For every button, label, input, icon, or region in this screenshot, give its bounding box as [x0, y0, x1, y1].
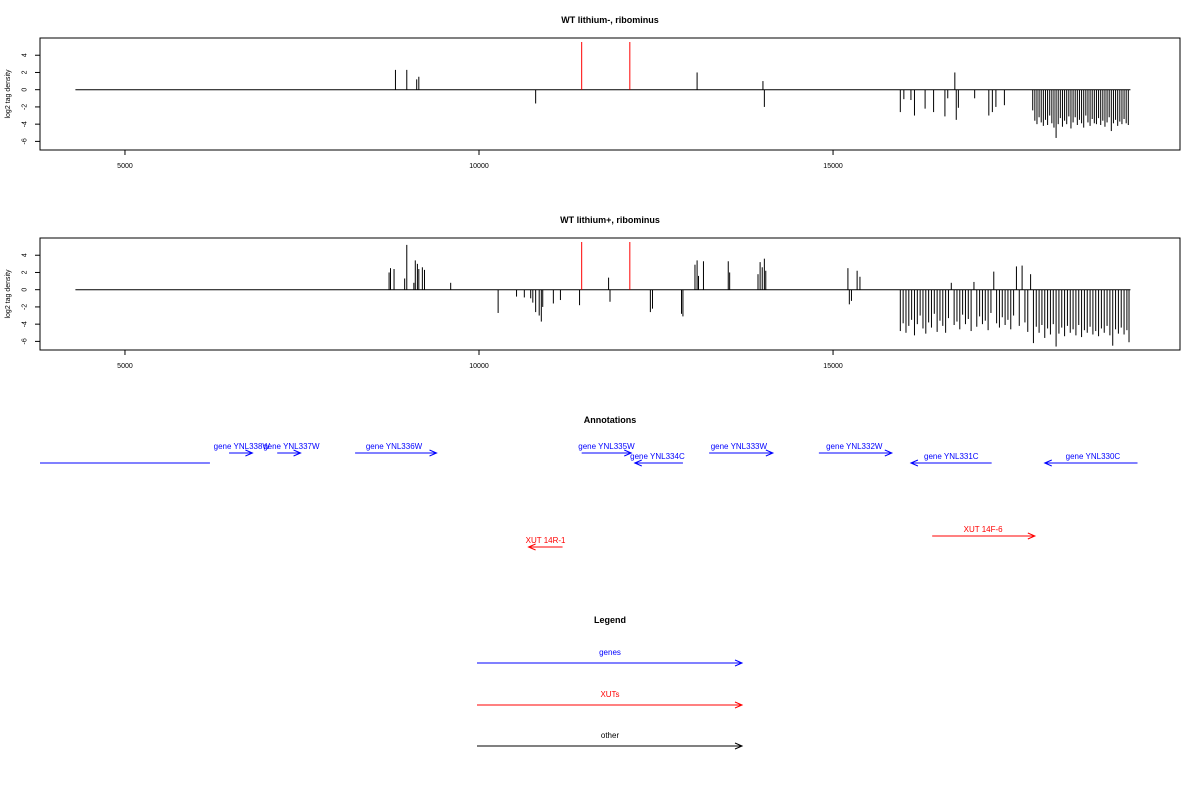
gene-label: gene YNL330C — [1066, 452, 1121, 461]
y-tick-label: -4 — [22, 121, 29, 127]
arrow-head — [527, 543, 536, 551]
legend-label-other: other — [601, 731, 620, 740]
y-tick-label: -2 — [22, 304, 29, 310]
arrow-head — [734, 701, 744, 709]
y-tick-label: -6 — [22, 338, 29, 344]
arrow-head — [1043, 459, 1052, 467]
y-tick-label: -2 — [22, 104, 29, 110]
x-tick-label: 5000 — [117, 363, 133, 370]
arrow-head — [429, 449, 438, 457]
plot-frame — [39, 237, 1181, 351]
gene-label: gene YNL338W — [214, 442, 271, 451]
gene-label: gene YNL333W — [711, 442, 768, 451]
gene-label: gene YNL332W — [826, 442, 883, 451]
gene-label: gene YNL335W — [578, 442, 635, 451]
density-panel-lithium-minus: WT lithium-, ribominus log2 tag density 4 2… — [5, 15, 1181, 170]
y-tick-label: 2 — [22, 270, 29, 274]
y-tick-label: 2 — [22, 70, 29, 74]
gene-label: gene YNL337W — [263, 442, 320, 451]
y-axis-label: log2 tag density — [5, 69, 12, 119]
y-axis-label: log2 tag density — [5, 269, 12, 319]
xut-label: XUT 14R-1 — [526, 536, 566, 545]
legend-label-gene: genes — [599, 648, 621, 657]
arrow-head — [734, 742, 744, 750]
legend-title: Legend — [594, 615, 626, 625]
x-tick-label: 5000 — [117, 163, 133, 170]
gene-label: gene YNL336W — [366, 442, 423, 451]
arrow-head — [293, 449, 302, 457]
annotations-title: Annotations — [584, 415, 637, 425]
x-tick-label: 15000 — [823, 163, 843, 170]
arrow-head — [633, 459, 642, 467]
gene-label: gene YNL334C — [630, 452, 685, 461]
arrow-head — [1027, 532, 1037, 540]
arrow-head — [624, 449, 633, 457]
density-panel-lithium-plus: WT lithium+, ribominus log2 tag density 4 2… — [5, 215, 1181, 370]
x-tick-label: 10000 — [469, 163, 489, 170]
y-tick-label: -6 — [22, 138, 29, 144]
y-tick-label: 4 — [22, 253, 29, 257]
arrow-head — [765, 449, 775, 457]
y-tick-label: 0 — [22, 288, 29, 292]
y-tick-label: 4 — [22, 53, 29, 57]
y-tick-label: 0 — [22, 88, 29, 92]
x-tick-label: 15000 — [823, 363, 843, 370]
chart-title: WT lithium-, ribominus — [561, 15, 659, 25]
arrow-head — [245, 449, 254, 457]
legend: Legend genes XUTs other — [477, 615, 744, 750]
y-tick-label: -4 — [22, 321, 29, 327]
legend-label-xut: XUTs — [600, 690, 619, 699]
arrow-head — [884, 449, 894, 457]
chart-title: WT lithium+, ribominus — [560, 215, 660, 225]
xut-label: XUT 14F-6 — [964, 525, 1004, 534]
x-tick-label: 10000 — [469, 363, 489, 370]
plot-frame — [39, 37, 1181, 151]
arrow-head — [909, 459, 919, 467]
arrow-head — [734, 659, 744, 667]
gene-label: gene YNL331C — [924, 452, 979, 461]
